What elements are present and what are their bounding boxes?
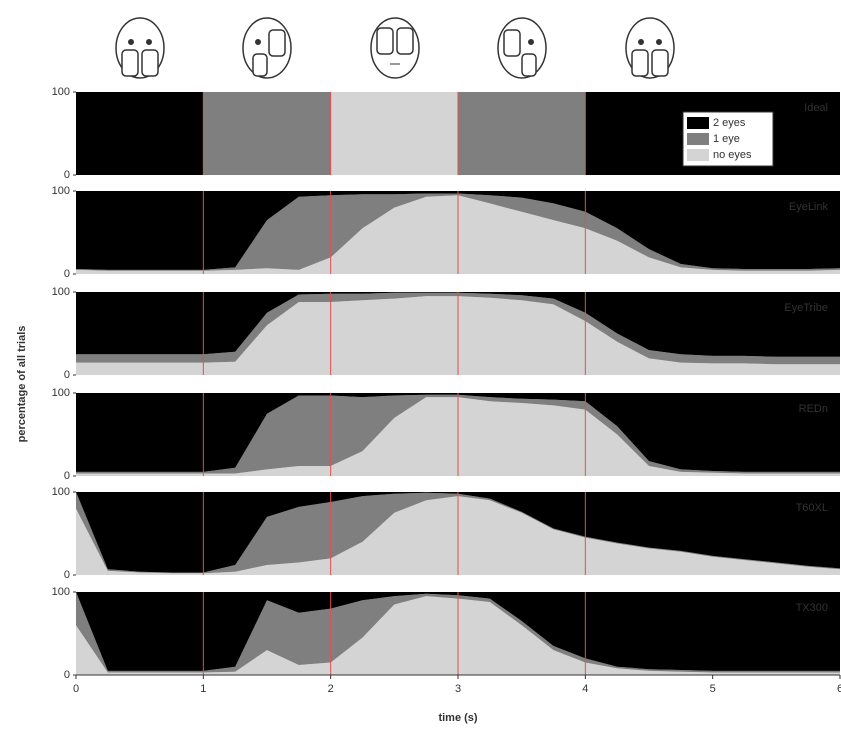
face-icon: [243, 18, 291, 78]
panel-title: REDn: [799, 403, 828, 415]
x-tick-label: 6: [837, 683, 841, 695]
legend-label: 2 eyes: [713, 117, 746, 129]
x-tick-label: 1: [200, 683, 206, 695]
y-tick-label: 0: [64, 569, 70, 581]
y-tick-label: 100: [52, 586, 70, 598]
legend-label: no eyes: [713, 149, 752, 161]
x-tick-label: 2: [328, 683, 334, 695]
y-tick-label: 100: [52, 387, 70, 399]
x-tick-label: 3: [455, 683, 461, 695]
y-axis-label: percentage of all trials: [16, 326, 28, 443]
x-tick-label: 4: [582, 683, 588, 695]
face-icon: [371, 18, 419, 78]
chart: 0100Idealpercentage of all trials2 eyes1…: [0, 0, 841, 735]
y-tick-label: 0: [64, 369, 70, 381]
panel-title: Ideal: [804, 102, 828, 114]
panel-title: EyeTribe: [784, 302, 828, 314]
x-tick-label: 5: [710, 683, 716, 695]
face-icon: [626, 18, 674, 78]
face-icons: [116, 18, 674, 78]
legend-swatch: [687, 117, 709, 129]
legend-label: 1 eye: [713, 133, 740, 145]
y-tick-label: 100: [52, 185, 70, 197]
panel-title: TX300: [796, 602, 828, 614]
y-tick-label: 0: [64, 268, 70, 280]
y-tick-label: 0: [64, 669, 70, 681]
x-axis-label: time (s): [438, 712, 477, 724]
y-tick-label: 100: [52, 486, 70, 498]
y-tick-label: 0: [64, 169, 70, 181]
y-tick-label: 0: [64, 470, 70, 482]
panel-title: T60XL: [796, 502, 828, 514]
panel-title: EyeLink: [789, 201, 829, 213]
y-tick-label: 100: [52, 286, 70, 298]
x-tick-label: 0: [73, 683, 79, 695]
legend-swatch: [687, 149, 709, 161]
face-icon: [116, 18, 164, 78]
y-tick-label: 100: [52, 86, 70, 98]
legend-swatch: [687, 133, 709, 145]
face-icon: [498, 18, 546, 78]
